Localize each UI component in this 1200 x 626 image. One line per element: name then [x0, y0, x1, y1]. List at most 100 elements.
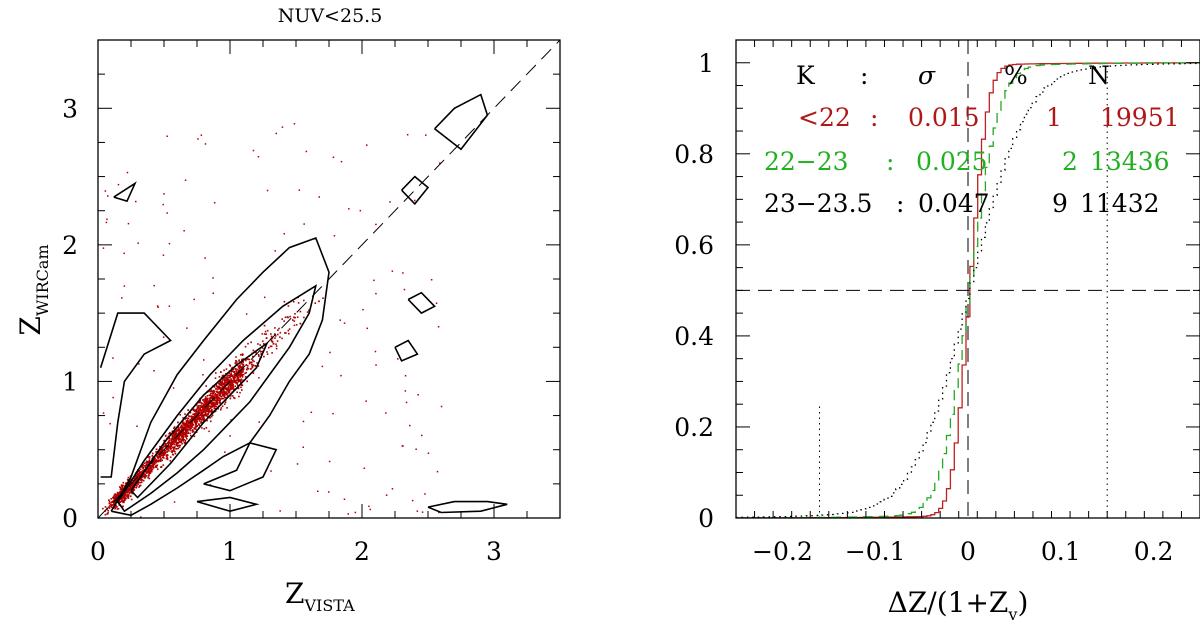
scatter-point — [252, 355, 254, 358]
scatter-point — [196, 416, 198, 418]
scatter-point — [229, 387, 231, 390]
scatter-point — [240, 378, 243, 381]
scatter-point — [148, 469, 151, 471]
scatter-point — [204, 407, 207, 410]
scatter-point — [119, 491, 122, 493]
scatter-point — [215, 402, 217, 404]
outlier-point — [224, 451, 226, 453]
scatter-point — [238, 369, 240, 372]
scatter-point — [230, 380, 233, 383]
scatter-point — [193, 419, 195, 422]
scatter-point — [156, 459, 159, 462]
scatter-point — [242, 369, 244, 372]
scatter-point — [190, 415, 192, 418]
scatter-point — [175, 431, 177, 433]
outlier-point — [328, 491, 330, 493]
scatter-point — [240, 372, 242, 374]
scatter-point — [126, 495, 128, 498]
scatter-point — [200, 420, 202, 423]
scatter-point — [225, 368, 228, 370]
contour-blob — [427, 500, 508, 514]
scatter-point — [118, 492, 120, 494]
scatter-point — [222, 388, 225, 391]
scatter-point — [195, 417, 198, 420]
scatter-point — [163, 457, 165, 459]
scatter-point — [107, 506, 110, 508]
scatter-point — [245, 364, 248, 366]
scatter-point — [225, 383, 227, 386]
legend-header-k: K — [796, 61, 816, 90]
scatter-point — [229, 375, 232, 377]
scatter-point — [189, 423, 192, 426]
scatter-point — [121, 497, 123, 500]
scatter-point — [217, 391, 219, 393]
scatter-point — [188, 420, 190, 423]
scatter-point — [221, 383, 224, 386]
scatter-point — [175, 443, 178, 445]
scatter-point — [154, 460, 156, 463]
scatter-point — [191, 420, 194, 423]
scatter-point — [182, 433, 185, 435]
scatter-point — [150, 462, 153, 465]
right-y-tick-labels: 0 0.2 0.4 0.6 0.8 1 — [674, 49, 714, 533]
scatter-point — [223, 379, 226, 381]
scatter-point — [211, 392, 213, 395]
scatter-point — [269, 345, 272, 348]
outlier-point — [347, 513, 349, 515]
scatter-point — [181, 431, 183, 433]
scatter-point — [210, 396, 213, 398]
scatter-point — [219, 388, 222, 390]
scatter-point — [216, 394, 219, 396]
scatter-point — [152, 464, 154, 467]
scatter-point — [186, 425, 188, 428]
scatter-point — [145, 471, 148, 474]
scatter-point — [231, 370, 234, 373]
x-tick-label: 0 — [90, 537, 106, 566]
scatter-point — [306, 311, 309, 313]
scatter-point — [152, 456, 155, 458]
legend-row-3-colon: : — [896, 189, 904, 218]
scatter-point — [194, 428, 196, 430]
scatter-point — [241, 389, 243, 391]
outlier-point — [156, 305, 159, 307]
scatter-point — [139, 478, 141, 480]
scatter-point — [127, 488, 130, 490]
outlier-point — [430, 279, 433, 281]
scatter-point — [185, 422, 188, 424]
outlier-point — [117, 183, 120, 186]
outlier-point — [391, 488, 394, 490]
scatter-point — [204, 403, 206, 406]
scatter-point — [147, 470, 149, 473]
scatter-point — [109, 503, 112, 506]
scatter-point — [238, 359, 240, 361]
scatter-point — [240, 375, 242, 377]
scatter-point — [170, 439, 173, 442]
scatter-point — [148, 471, 150, 473]
scatter-point — [270, 335, 273, 338]
scatter-point — [202, 408, 205, 411]
scatter-point — [137, 476, 140, 479]
outlier-point — [435, 302, 438, 304]
scatter-point — [224, 379, 227, 381]
scatter-point — [209, 399, 211, 402]
scatter-point — [205, 399, 208, 401]
scatter-point — [204, 396, 207, 398]
outlier-point — [193, 298, 195, 301]
scatter-point — [203, 399, 205, 401]
scatter-point — [275, 343, 277, 345]
legend-row-3-sigma: 0.047 — [918, 189, 990, 218]
scatter-point — [125, 497, 127, 500]
scatter-point — [218, 397, 221, 399]
scatter-point — [273, 333, 276, 335]
scatter-point — [228, 389, 230, 391]
scatter-point — [128, 480, 131, 483]
scatter-point — [108, 502, 111, 505]
scatter-point — [216, 398, 219, 401]
scatter-point — [140, 466, 143, 468]
scatter-point — [195, 411, 197, 413]
scatter-point — [215, 388, 217, 390]
scatter-point — [184, 441, 187, 444]
scatter-point — [229, 384, 231, 386]
scatter-point — [228, 374, 231, 377]
scatter-point — [187, 426, 190, 429]
